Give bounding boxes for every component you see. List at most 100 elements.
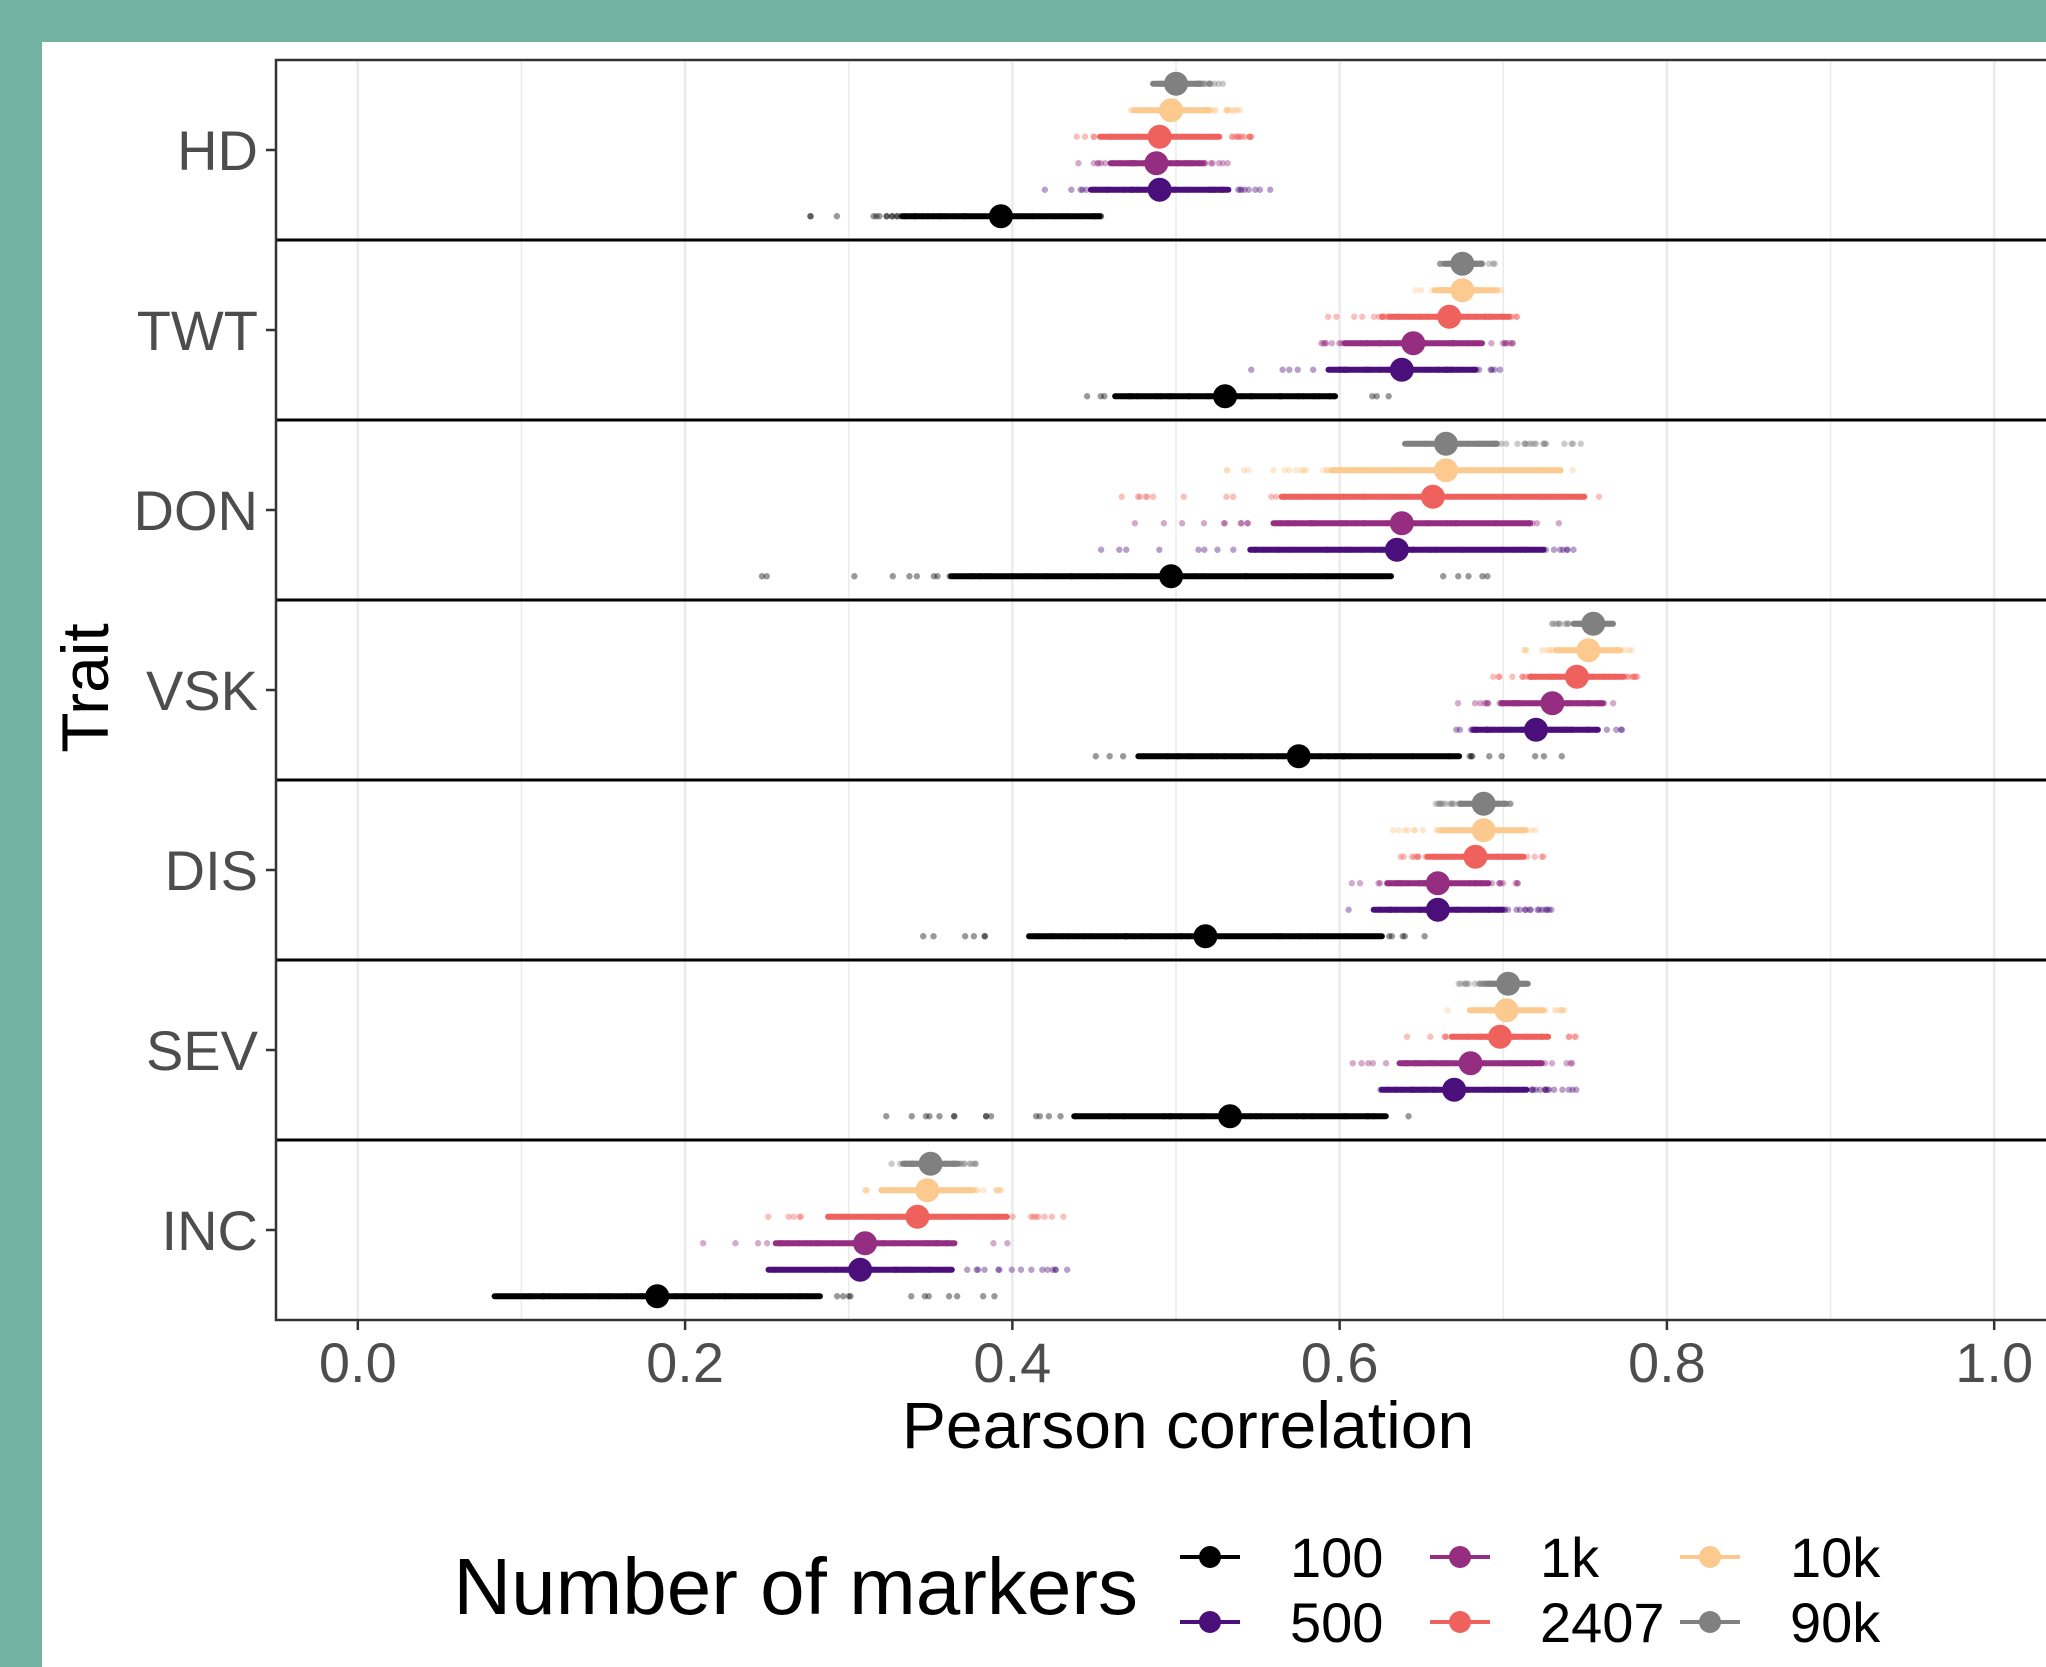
replicate-point <box>1441 1033 1448 1040</box>
trait-label: SEV <box>146 1019 259 1082</box>
mean-point <box>1144 151 1169 176</box>
replicate-point <box>1349 1060 1356 1067</box>
x-tick-layer: 0.0 0.2 0.4 0.6 0.8 1.0 <box>319 1320 2033 1394</box>
replicate-point <box>1178 520 1186 527</box>
replicate-point <box>1134 493 1142 500</box>
replicate-point <box>1498 287 1505 294</box>
replicate-point <box>1370 313 1378 320</box>
replicate-point <box>1246 133 1253 140</box>
replicate-point <box>1542 1086 1549 1093</box>
replicate-point <box>1444 1007 1451 1014</box>
replicate-point <box>1540 753 1548 760</box>
replicate-point <box>1270 467 1277 474</box>
replicate-point <box>1048 1213 1056 1220</box>
replicate-point <box>1495 673 1502 680</box>
replicate-point <box>1095 160 1102 167</box>
replicate-point <box>833 1293 841 1300</box>
replicate-point <box>1320 340 1327 347</box>
replicate-point <box>1222 107 1230 114</box>
replicate-point <box>1149 493 1157 500</box>
replicate-point <box>1528 1086 1535 1093</box>
replicate-point <box>930 573 938 580</box>
replicate-point <box>1032 1213 1040 1220</box>
replicate-point <box>973 1266 980 1273</box>
mean-point <box>1496 971 1521 996</box>
replicate-point <box>1443 1033 1450 1040</box>
replicate-point <box>1220 520 1228 527</box>
replicate-point <box>1375 313 1382 320</box>
replicate-point <box>1228 107 1235 114</box>
replicate-point <box>981 933 988 940</box>
replicate-point <box>1506 340 1514 347</box>
replicate-point <box>1413 853 1421 860</box>
replicate-point <box>1044 1266 1051 1273</box>
replicate-point <box>1039 1266 1046 1273</box>
replicate-point <box>1487 366 1494 373</box>
replicate-point <box>1561 440 1568 447</box>
mean-point <box>1159 564 1184 589</box>
replicate-point <box>1212 107 1219 114</box>
replicate-point <box>1228 133 1236 140</box>
replicate-point <box>1223 467 1231 474</box>
replicate-point <box>1628 673 1636 680</box>
replicate-point <box>1476 980 1484 987</box>
replicate-point <box>1230 546 1237 553</box>
replicate-point <box>1229 133 1236 140</box>
replicate-point <box>763 1240 771 1247</box>
replicate-point <box>1547 647 1555 654</box>
replicate-point <box>1279 366 1286 373</box>
mean-point <box>1442 1077 1467 1102</box>
replicate-point <box>1448 800 1455 807</box>
replicate-point <box>833 213 841 220</box>
replicate-point <box>934 573 941 580</box>
replicate-point <box>861 1187 869 1194</box>
mean-point <box>1488 1024 1512 1049</box>
replicate-point <box>1461 980 1468 987</box>
legend-key-point <box>1199 1611 1221 1633</box>
replicate-point <box>1559 546 1567 553</box>
replicate-point <box>1509 340 1516 347</box>
replicate-point <box>1631 673 1639 680</box>
replicate-point <box>1379 313 1386 320</box>
replicate-point <box>1491 287 1498 294</box>
legend-label: 2407 <box>1540 1591 1665 1654</box>
replicate-point <box>972 1160 979 1167</box>
mean-point <box>853 1231 878 1256</box>
replicate-point <box>839 1293 847 1300</box>
replicate-point <box>1229 493 1237 500</box>
replicate-point <box>1401 827 1408 834</box>
replicate-point <box>888 213 895 220</box>
replicate-point <box>1569 467 1576 474</box>
replicate-point <box>1300 467 1307 474</box>
mean-point <box>1286 744 1311 769</box>
replicate-point <box>1234 133 1241 140</box>
replicate-point <box>1404 827 1411 834</box>
legend-key-point <box>1449 1546 1471 1568</box>
replicate-point <box>1199 80 1207 87</box>
replicate-point <box>1489 260 1497 267</box>
replicate-point <box>1268 493 1275 500</box>
replicate-point <box>1106 753 1113 760</box>
replicate-point <box>1244 520 1251 527</box>
replicate-point <box>1035 1213 1042 1220</box>
replicate-point <box>851 573 858 580</box>
replicate-point <box>1427 1033 1434 1040</box>
replicate-point <box>1496 880 1503 887</box>
replicate-point <box>996 1266 1003 1273</box>
replicate-point <box>1411 853 1418 860</box>
replicate-point <box>1219 80 1227 87</box>
replicate-point <box>1463 980 1471 987</box>
replicate-point <box>862 1187 870 1194</box>
replicate-point <box>1236 107 1244 114</box>
mean-point <box>1401 331 1426 356</box>
x-tick-label: 0.2 <box>646 1331 724 1394</box>
x-axis-title: Pearson correlation <box>902 1388 1474 1462</box>
trait-label: VSK <box>146 659 258 722</box>
replicate-point <box>1386 933 1393 940</box>
mean-point <box>1540 691 1565 716</box>
legend-label: 500 <box>1290 1591 1383 1654</box>
replicate-point <box>1532 1086 1540 1093</box>
replicate-point <box>1535 906 1543 913</box>
replicate-point <box>1028 1266 1035 1273</box>
